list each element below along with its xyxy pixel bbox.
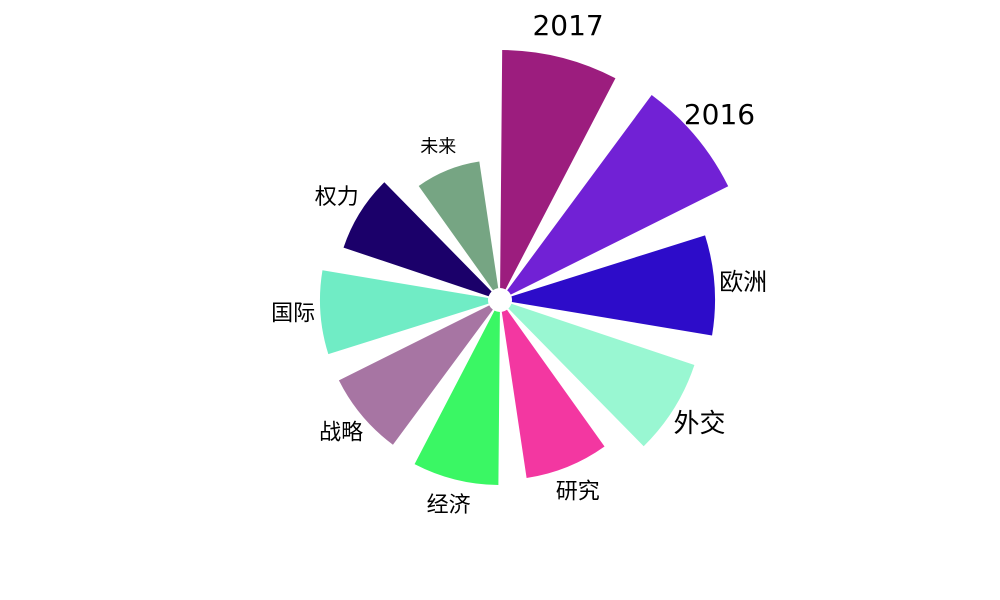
bar-6 (338, 305, 493, 445)
label-6: 战略 (319, 420, 363, 445)
label-3: 外交 (673, 409, 725, 439)
bar-3 (508, 303, 695, 447)
bar-5 (414, 310, 500, 485)
label-5: 经济 (427, 493, 471, 518)
bar-2 (511, 235, 715, 336)
label-9: 未来 (420, 136, 456, 157)
label-7: 国际 (271, 302, 315, 327)
bar-9 (418, 161, 499, 291)
label-8: 权力 (315, 185, 359, 210)
bar-4 (501, 309, 605, 479)
bar-0 (500, 50, 616, 290)
bar-8 (343, 182, 492, 297)
label-0: 2017 (532, 9, 603, 42)
label-4: 研究 (556, 479, 600, 504)
bars-group (320, 50, 729, 485)
label-1: 2016 (684, 98, 755, 131)
bar-7 (320, 270, 489, 355)
bar-1 (507, 95, 729, 295)
label-2: 欧洲 (719, 268, 767, 296)
